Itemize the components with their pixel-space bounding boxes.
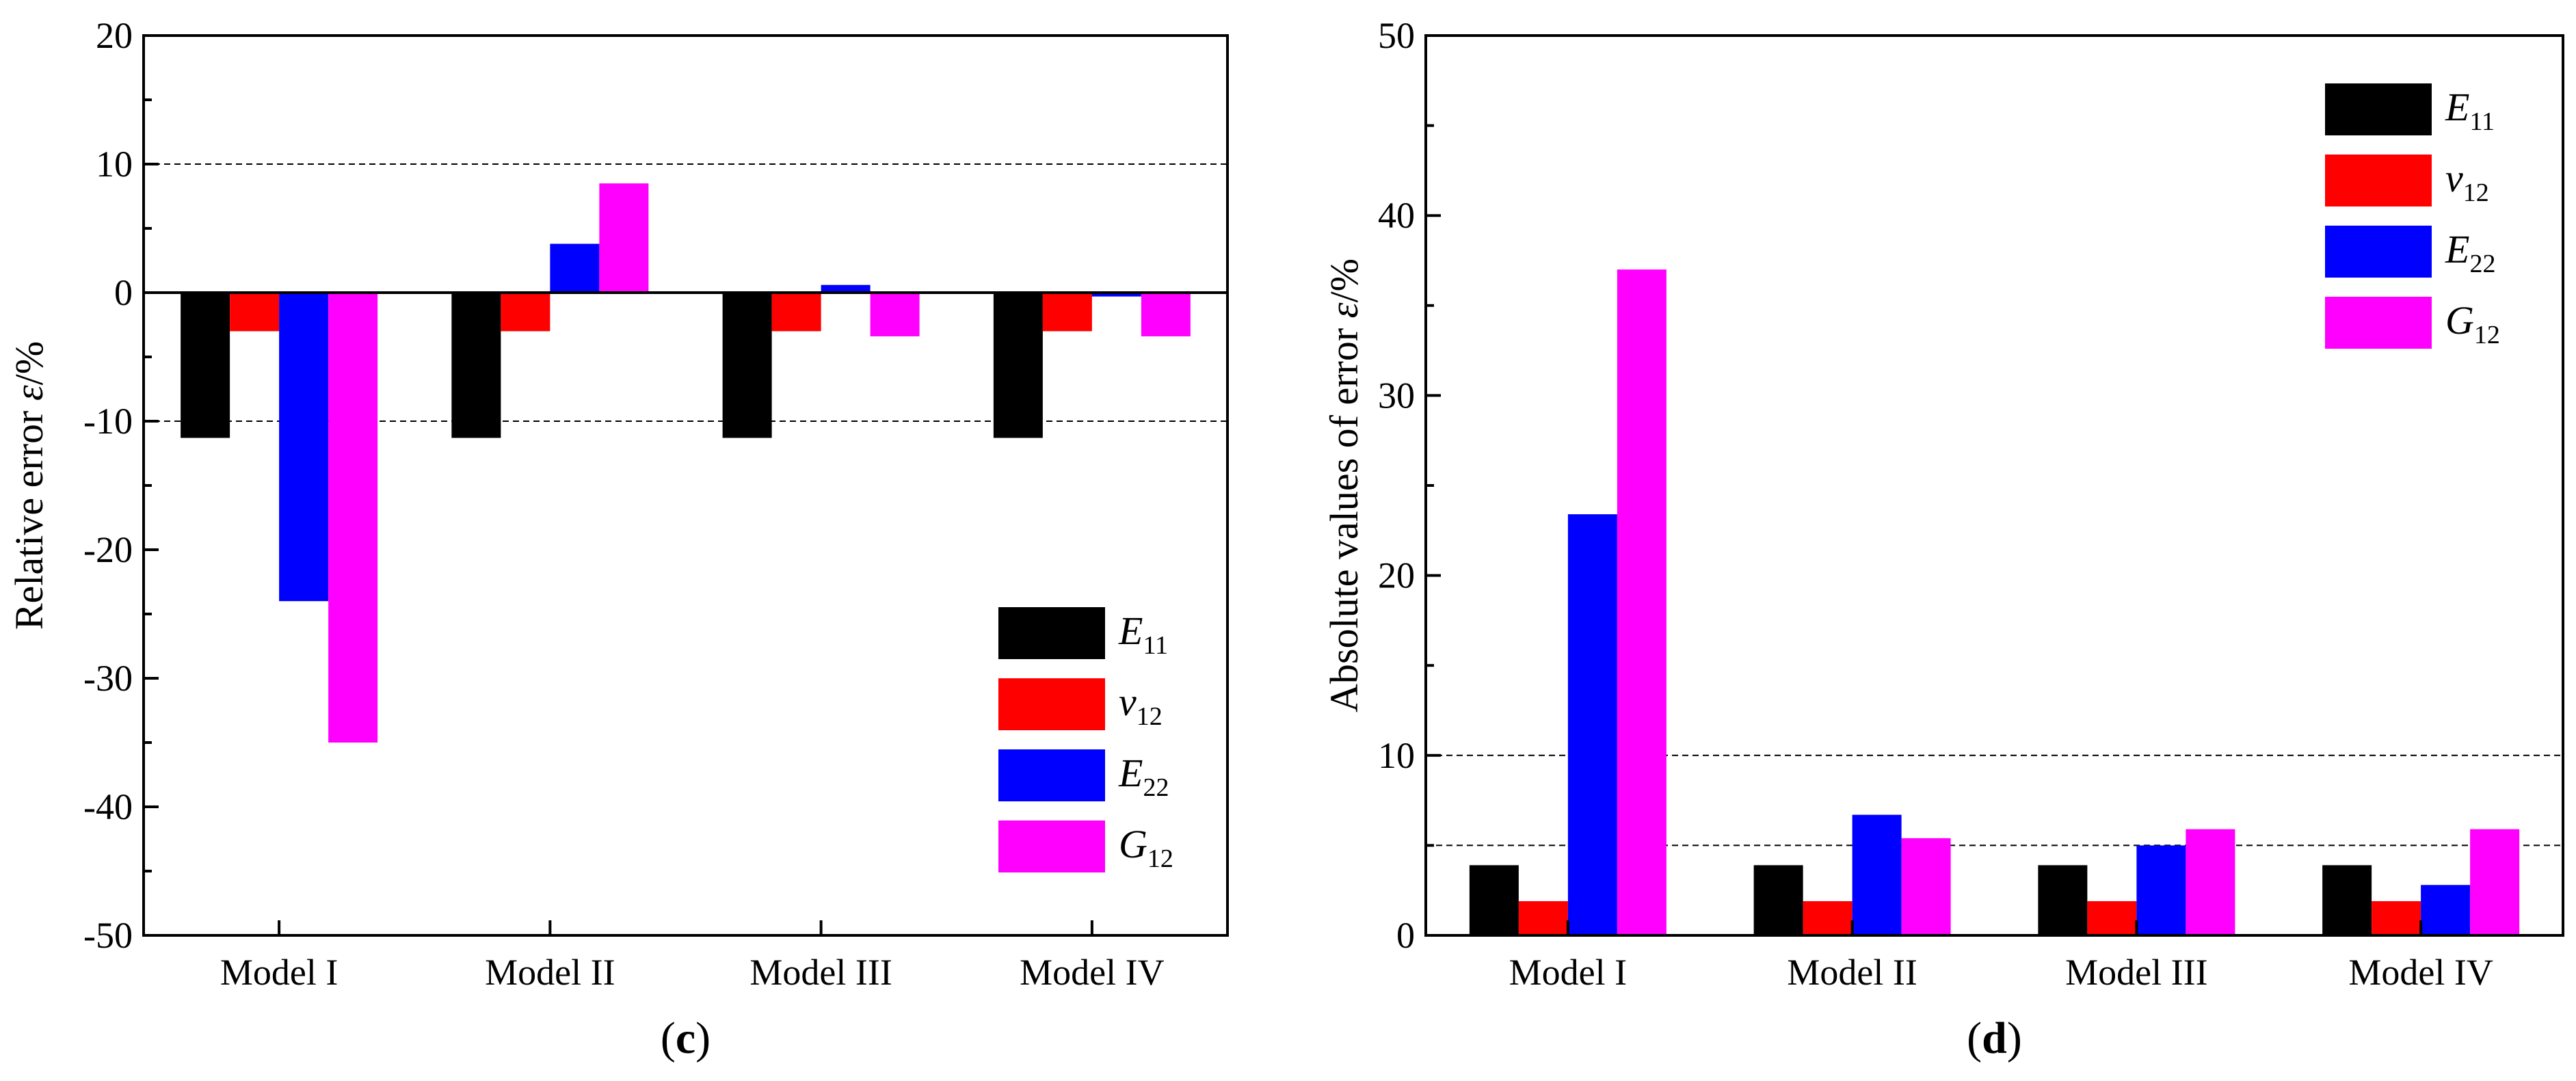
y-tick-label: 10 (96, 144, 133, 185)
bar (501, 293, 550, 332)
legend-swatch (998, 820, 1105, 872)
legend-swatch (2325, 297, 2432, 349)
y-tick-label: -20 (83, 529, 133, 570)
bar (279, 293, 329, 602)
chart-panel-d: 0 10 20 30 40 50 Model I Model II Model III Model… (1322, 15, 2564, 1063)
x-tick-label: Model IV (1020, 952, 1164, 993)
legend-label: E11 (2445, 85, 2495, 136)
x-tick-label: Model II (485, 952, 615, 993)
panel-label: (c) (661, 1013, 711, 1063)
legend-swatch (998, 607, 1105, 659)
bar (230, 293, 280, 332)
bar (722, 293, 772, 438)
y-tick-label: 30 (1378, 375, 1415, 416)
x-tick-label: Model IV (2348, 952, 2493, 993)
bar (550, 243, 600, 293)
y-tick-label: -10 (83, 401, 133, 442)
bar (2136, 845, 2186, 935)
bar (993, 293, 1043, 438)
y-tick-label: 20 (1378, 555, 1415, 596)
bar (1617, 269, 1667, 935)
panel-label: (d) (1967, 1013, 2022, 1063)
legend-label: v12 (1119, 680, 1163, 731)
bar (1852, 814, 1902, 935)
x-tick-label: Model III (2065, 952, 2207, 993)
bar (1091, 293, 1141, 297)
bar (1042, 293, 1092, 332)
legend-swatch (998, 749, 1105, 801)
bar (2087, 900, 2137, 935)
y-tick-label: 10 (1378, 735, 1415, 776)
legend-label: G12 (2445, 298, 2500, 349)
bar (1753, 865, 1803, 935)
bar (1141, 293, 1191, 336)
legend-label: E11 (1118, 609, 1168, 660)
y-axis-title: Relative error ε/% (7, 341, 51, 630)
x-tick-label: Model I (1509, 952, 1627, 993)
bar (2470, 829, 2520, 935)
bar (599, 183, 649, 293)
bar (2322, 865, 2372, 935)
y-tick-label: -40 (83, 786, 133, 827)
bar (2372, 900, 2421, 935)
y-tick-label: -30 (83, 658, 133, 699)
legend-label: E22 (2445, 227, 2495, 278)
legend-label: E22 (1118, 751, 1169, 802)
y-tick-label: 0 (1396, 915, 1415, 956)
bar (1901, 838, 1951, 935)
bar (1518, 900, 1568, 935)
legend-label: G12 (1119, 822, 1173, 873)
legend-swatch (998, 678, 1105, 730)
legend-label: v12 (2445, 156, 2489, 207)
y-tick-label: 20 (96, 15, 133, 56)
y-axis-title: Absolute values of error ε/% (1322, 258, 1366, 712)
x-tick-label: Model II (1787, 952, 1917, 993)
legend-swatch (2325, 155, 2432, 206)
bar (328, 293, 378, 743)
bar (181, 293, 230, 438)
y-tick-label: 50 (1378, 15, 1415, 56)
legend-swatch (2325, 83, 2432, 135)
bar (771, 293, 821, 332)
x-tick-label: Model III (749, 952, 892, 993)
y-tick-label: 0 (114, 272, 133, 313)
bar (1567, 514, 1617, 935)
x-tick-label: Model I (220, 952, 338, 993)
legend-swatch (2325, 226, 2432, 278)
bar (2421, 885, 2471, 935)
chart-panel-c: -50 -40 -30 -20 -10 0 10 20 Model I Model II Model… (7, 15, 1229, 1063)
y-tick-label: 40 (1378, 195, 1415, 236)
bar (1469, 865, 1519, 935)
bar (821, 284, 871, 293)
bar (451, 293, 501, 438)
bar (2038, 865, 2088, 935)
bar (870, 293, 920, 336)
y-tick-label: -50 (83, 915, 133, 956)
bar (1803, 900, 1853, 935)
bar (2186, 829, 2235, 935)
